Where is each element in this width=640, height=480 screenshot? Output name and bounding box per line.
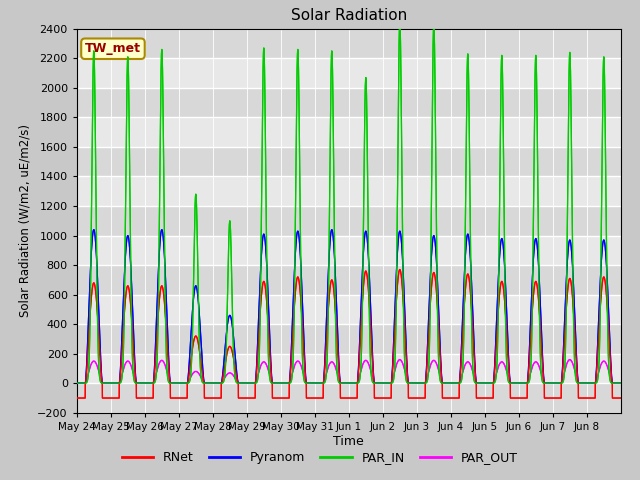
- Text: TW_met: TW_met: [85, 42, 141, 55]
- Bar: [77, 354, 621, 383]
- Bar: [77, 324, 621, 354]
- Bar: [77, 206, 621, 236]
- Bar: [77, 88, 621, 118]
- Bar: [77, 147, 621, 177]
- Bar: [77, 295, 621, 324]
- Bar: [77, 265, 621, 295]
- Bar: [77, 236, 621, 265]
- Bar: [77, 118, 621, 147]
- Bar: [77, 177, 621, 206]
- Bar: [77, 29, 621, 59]
- Bar: [77, 383, 621, 413]
- Legend: RNet, Pyranom, PAR_IN, PAR_OUT: RNet, Pyranom, PAR_IN, PAR_OUT: [117, 446, 523, 469]
- Y-axis label: Solar Radiation (W/m2, uE/m2/s): Solar Radiation (W/m2, uE/m2/s): [19, 124, 32, 317]
- Title: Solar Radiation: Solar Radiation: [291, 9, 407, 24]
- Bar: [77, 59, 621, 88]
- X-axis label: Time: Time: [333, 434, 364, 448]
